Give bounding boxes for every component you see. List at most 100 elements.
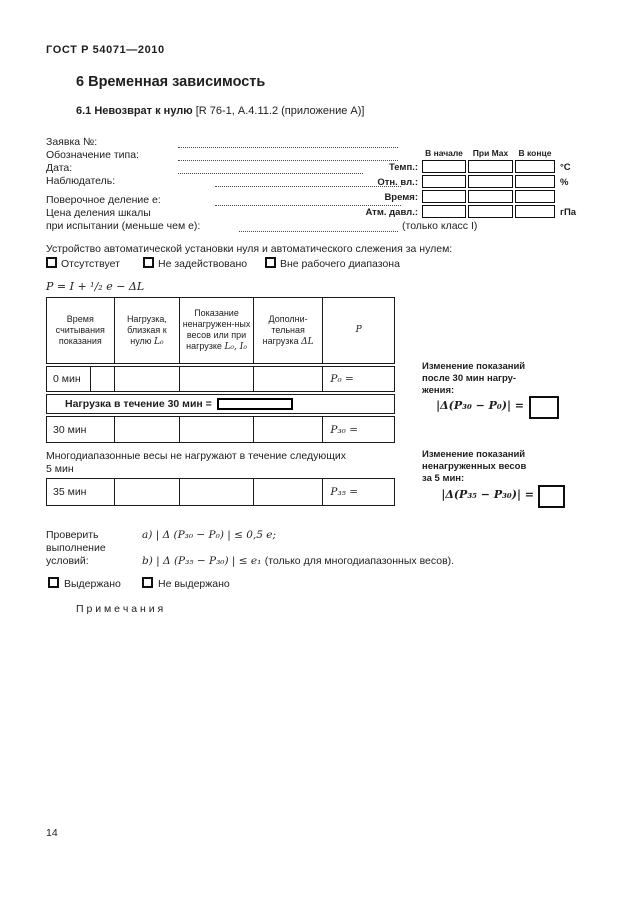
checkbox-out-of-range[interactable] bbox=[265, 257, 276, 268]
change-5min-line2: ненагруженных весов bbox=[422, 461, 527, 472]
cell-35min-indication[interactable] bbox=[179, 479, 253, 505]
type-field[interactable] bbox=[178, 150, 398, 161]
condition-b-formula: b) | Δ (P₃₅ − P₃₀) | ≤ e₁ bbox=[142, 555, 265, 567]
env-cell-time-max[interactable] bbox=[468, 190, 513, 203]
field-label-type: Обозначение типа: bbox=[46, 149, 139, 161]
change-30min-line3: жения: bbox=[422, 385, 455, 396]
checkbox-not-engaged[interactable] bbox=[143, 257, 154, 268]
change-30min-formula: |Δ(P₃₀ − P₀)| = bbox=[436, 399, 524, 412]
table-row-35min: 35 мин P₃₅ = bbox=[46, 478, 395, 506]
field-label-test-division: при испытании (меньше чем е): bbox=[46, 220, 201, 232]
time-label-0min: 0 мин bbox=[53, 373, 81, 385]
doc-number: ГОСТ Р 54071—2010 bbox=[46, 44, 165, 56]
change-5min-line1: Изменение показаний bbox=[422, 449, 526, 460]
change-5min-line3: за 5 мин: bbox=[422, 473, 465, 484]
change-5min-result-box[interactable] bbox=[538, 485, 565, 508]
table-row-0min: 0 мин P₀ = bbox=[46, 366, 395, 392]
conditions-label-line3: условий: bbox=[46, 555, 89, 567]
env-cell-pressure-max[interactable] bbox=[468, 205, 513, 218]
env-cell-temp-start[interactable] bbox=[422, 160, 466, 173]
condition-b: b) | Δ (P₃₅ − P₃₀) | ≤ e₁ (только для мн… bbox=[142, 555, 454, 567]
table-row-30min: 30 мин P₃₀ = bbox=[46, 416, 395, 443]
class-note: (только класс I) bbox=[402, 220, 478, 232]
date-field[interactable] bbox=[178, 163, 363, 174]
col-header-load-near-zero: Нагрузка, близкая к нулю L₀ bbox=[113, 298, 180, 363]
load-band-input[interactable] bbox=[216, 398, 293, 410]
env-cell-humidity-max[interactable] bbox=[468, 175, 513, 188]
time-label-35min: 35 мин bbox=[53, 486, 87, 498]
env-label-pressure: Атм. давл.: bbox=[365, 207, 418, 218]
cell-0min-p[interactable]: P₀ = bbox=[322, 367, 394, 391]
conditions-label-line1: Проверить bbox=[46, 529, 99, 541]
cell-0min-indication[interactable] bbox=[179, 367, 253, 391]
cell-0min-load[interactable] bbox=[113, 367, 180, 391]
subsection-ref: [R 76-1, А.4.11.2 (приложение А)] bbox=[192, 105, 365, 117]
env-cell-humidity-start[interactable] bbox=[422, 175, 466, 188]
cell-30min-load[interactable] bbox=[113, 417, 180, 442]
change-30min-line1: Изменение показаний bbox=[422, 361, 526, 372]
notes-heading: П р и м е ч а н и я bbox=[76, 603, 164, 615]
subsection-title: 6.1 Невозврат к нулю [R 76-1, А.4.11.2 (… bbox=[76, 105, 364, 117]
checkbox-failed[interactable] bbox=[142, 577, 153, 588]
env-label-time: Время: bbox=[384, 192, 418, 203]
field-label-scale-division: Цена деления шкалы bbox=[46, 207, 151, 219]
page-number: 14 bbox=[46, 827, 58, 839]
checkbox-out-of-range-label: Вне рабочего диапазона bbox=[280, 258, 400, 270]
change-5min-formula: |Δ(P₃₅ − P₃₀)| = bbox=[441, 488, 534, 501]
checkbox-failed-label: Не выдержано bbox=[158, 578, 230, 590]
cell-35min-p[interactable]: P₃₅ = bbox=[322, 479, 394, 505]
main-table-header: Время считывания показания Нагрузка, бли… bbox=[46, 297, 395, 364]
cell-30min-indication[interactable] bbox=[179, 417, 253, 442]
col-header-p: P bbox=[322, 298, 394, 363]
field-label-verification-division: Поверочное деление е: bbox=[46, 194, 161, 206]
p-formula: P = I + ¹/₂ e − ΔL bbox=[46, 280, 145, 293]
observer-field[interactable] bbox=[215, 176, 401, 187]
env-cell-time-start[interactable] bbox=[422, 190, 466, 203]
cell-30min-p[interactable]: P₃₀ = bbox=[322, 417, 394, 442]
test-division-field[interactable] bbox=[239, 221, 398, 232]
checkbox-absent[interactable] bbox=[46, 257, 57, 268]
env-header-end: В конце bbox=[518, 148, 552, 158]
env-header-start: В начале bbox=[425, 148, 463, 158]
load-band-label: Нагрузка в течение 30 мин = bbox=[65, 398, 212, 410]
cell-35min-load[interactable] bbox=[113, 479, 180, 505]
condition-a: a) | Δ (P₃₀ − P₀) | ≤ 0,5 e; bbox=[142, 529, 277, 541]
col-header-additional-load: Дополни-тельная нагрузка ΔL bbox=[252, 298, 323, 363]
cell-0min-sub[interactable] bbox=[89, 367, 114, 391]
section-title: 6 Временная зависимость bbox=[76, 74, 266, 90]
checkbox-passed-label: Выдержано bbox=[64, 578, 121, 590]
multirange-note-line2: 5 мин bbox=[46, 463, 74, 475]
change-30min-line2: после 30 мин нагру- bbox=[422, 373, 517, 384]
auto-zero-intro: Устройство автоматической установки нуля… bbox=[46, 243, 453, 255]
time-label-30min: 30 мин bbox=[53, 423, 87, 436]
env-cell-temp-end[interactable] bbox=[515, 160, 555, 173]
env-cell-pressure-start[interactable] bbox=[422, 205, 466, 218]
env-table bbox=[422, 160, 555, 218]
env-label-temperature: Темп.: bbox=[388, 162, 418, 173]
field-label-date: Дата: bbox=[46, 162, 73, 174]
env-cell-time-end[interactable] bbox=[515, 190, 555, 203]
env-cell-humidity-end[interactable] bbox=[515, 175, 555, 188]
multirange-note-line1: Многодиапазонные весы не нагружают в теч… bbox=[46, 450, 347, 462]
checkbox-passed[interactable] bbox=[48, 577, 59, 588]
verification-division-field[interactable] bbox=[215, 195, 401, 206]
change-30min-result-box[interactable] bbox=[529, 396, 559, 419]
cell-35min-additional[interactable] bbox=[252, 479, 323, 505]
env-header-max: При Max bbox=[472, 148, 509, 158]
env-cell-temp-max[interactable] bbox=[468, 160, 513, 173]
col-header-time: Время считывания показания bbox=[55, 314, 105, 346]
condition-b-note: (только для многодиапазонных весов). bbox=[264, 555, 455, 567]
field-label-observer: Наблюдатель: bbox=[46, 175, 116, 187]
subsection-number: 6.1 Невозврат к нулю bbox=[76, 105, 193, 117]
cell-30min-additional[interactable] bbox=[252, 417, 323, 442]
cell-0min-additional[interactable] bbox=[252, 367, 323, 391]
checkbox-absent-label: Отсутствует bbox=[61, 258, 120, 270]
load-band-row: Нагрузка в течение 30 мин = bbox=[46, 394, 395, 414]
env-cell-pressure-end[interactable] bbox=[515, 205, 555, 218]
env-label-humidity: Отн. вл.: bbox=[377, 177, 418, 188]
col-header-indication: Показание ненагружен-ных весов или при н… bbox=[179, 298, 253, 363]
request-field[interactable] bbox=[178, 137, 398, 148]
unit-celsius: °C bbox=[560, 162, 571, 173]
checkbox-not-engaged-label: Не задействовано bbox=[158, 258, 248, 270]
